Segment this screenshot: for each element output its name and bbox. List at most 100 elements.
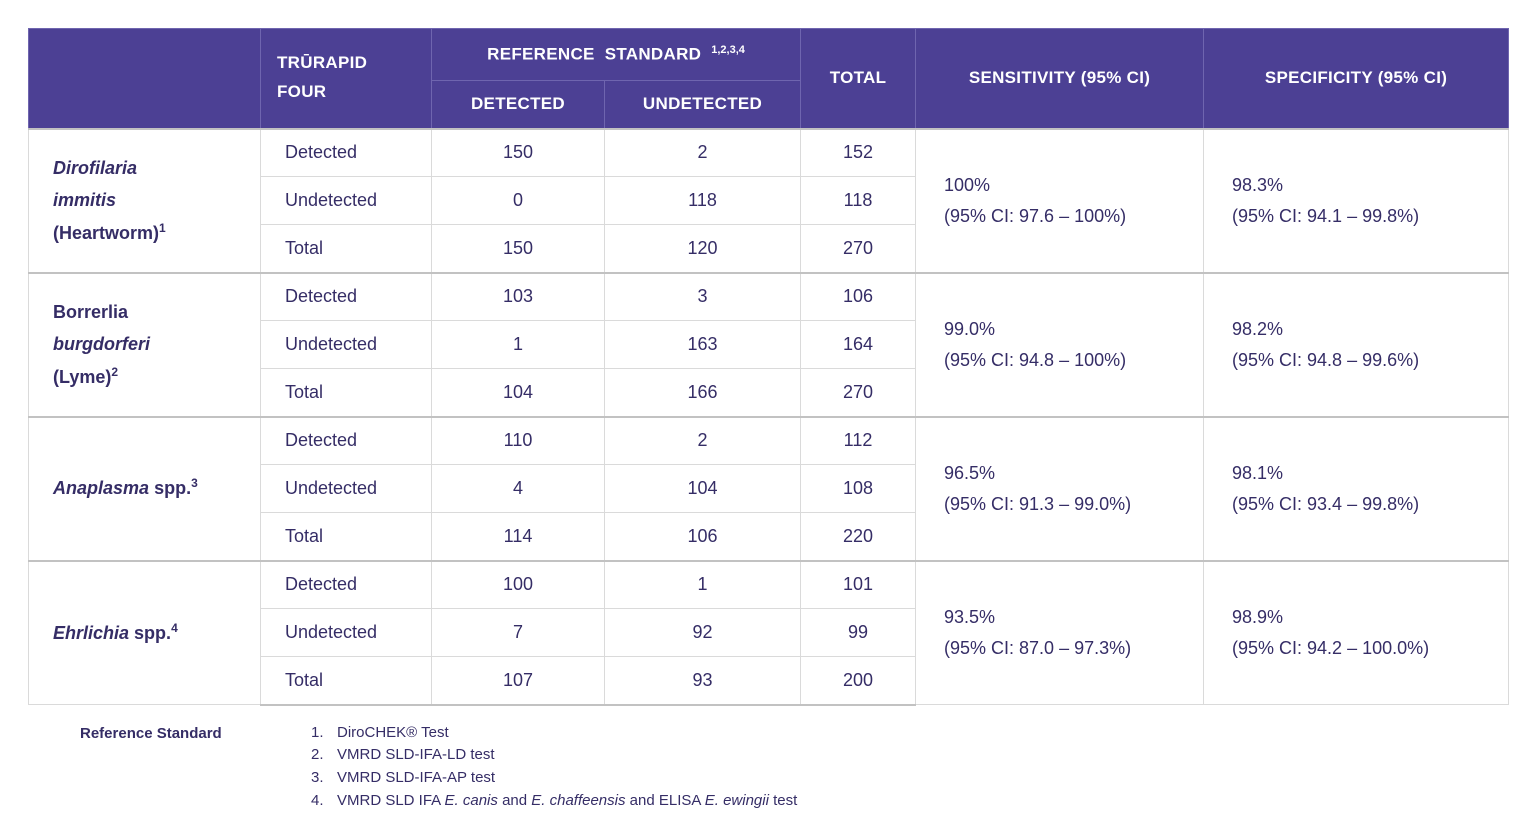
sensitivity-value: 96.5% xyxy=(944,462,996,483)
count-total: 112 xyxy=(800,415,917,465)
pathogen-name-anaplasma: Anaplasma spp.3 xyxy=(28,415,261,561)
specificity-cell: 98.3% (95% CI: 94.1 – 99.8%) xyxy=(1203,127,1510,273)
reference-standard-label: REFERENCE STANDARD xyxy=(487,44,702,64)
specificity-ci: (95% CI: 94.8 – 99.6%) xyxy=(1232,349,1420,370)
pathogen-footnote-ref: 1 xyxy=(159,220,166,235)
footnote-number: 1. xyxy=(311,723,324,741)
reference-standard-superscript: 1,2,3,4 xyxy=(711,44,745,57)
specificity-value: 98.3% xyxy=(1232,174,1284,195)
row-label: Total xyxy=(260,368,432,417)
pathogen-common-name: (Lyme)2 xyxy=(53,361,260,393)
sensitivity-ci: (95% CI: 94.8 – 100%) xyxy=(944,349,1127,370)
footnote-4: 4. VMRD SLD IFA E. canis and E. chaffeen… xyxy=(311,792,797,811)
pathogen-genus: Borrerlia xyxy=(53,301,129,322)
specificity-cell: 98.9% (95% CI: 94.2 – 100.0%) xyxy=(1203,559,1510,705)
count-undetected: 120 xyxy=(603,224,802,273)
sensitivity-cell: 93.5% (95% CI: 87.0 – 97.3%) xyxy=(915,559,1205,705)
sensitivity-value: 93.5% xyxy=(944,607,996,628)
count-detected: 150 xyxy=(431,127,605,177)
count-undetected: 118 xyxy=(603,176,802,225)
pathogen-species: burgdorferi xyxy=(53,334,150,355)
row-label: Total xyxy=(260,224,432,273)
count-detected: 114 xyxy=(431,512,605,561)
count-undetected: 3 xyxy=(603,271,802,321)
specificity-cell: 98.1% (95% CI: 93.4 – 99.8%) xyxy=(1203,415,1510,561)
table-row: Total 107 93 200 xyxy=(29,656,1509,706)
count-total: 164 xyxy=(800,320,917,369)
header-specificity: SPECIFICITY (95% CI) xyxy=(1203,28,1510,129)
row-label: Detected xyxy=(260,559,432,609)
header-empty-cell xyxy=(28,28,261,129)
count-detected: 150 xyxy=(431,224,605,273)
specificity-ci: (95% CI: 94.2 – 100.0%) xyxy=(1232,637,1430,658)
pathogen-genus: Anaplasma xyxy=(53,478,150,499)
footnote-text: VMRD SLD IFA E. canis and E. chaffeensis… xyxy=(337,792,797,811)
header-trurapid-four: TRŪRAPID FOUR xyxy=(260,28,432,129)
sensitivity-ci: (95% CI: 97.6 – 100%) xyxy=(944,205,1127,226)
count-detected: 107 xyxy=(431,656,605,706)
row-label: Detected xyxy=(260,127,432,177)
count-total: 152 xyxy=(800,127,917,177)
sensitivity-value: 100% xyxy=(944,174,991,195)
count-detected: 100 xyxy=(431,559,605,609)
header-detected: DETECTED xyxy=(431,80,605,129)
trurapid-line2: FOUR xyxy=(277,82,327,102)
count-undetected: 2 xyxy=(603,127,802,177)
count-undetected: 1 xyxy=(603,559,802,609)
footnote-number: 4. xyxy=(311,791,324,809)
sensitivity-ci: (95% CI: 91.3 – 99.0%) xyxy=(944,493,1132,514)
count-undetected: 93 xyxy=(603,656,802,706)
row-label: Undetected xyxy=(260,464,432,513)
table-row: Undetected 1 163 164 xyxy=(29,320,1509,369)
table-row: Total 104 166 270 xyxy=(29,368,1509,417)
row-label: Detected xyxy=(260,415,432,465)
pathogen-common-name: (Heartworm)1 xyxy=(53,217,260,249)
header-reference-standard: REFERENCE STANDARD 1,2,3,4 xyxy=(430,28,802,81)
count-detected: 110 xyxy=(431,415,605,465)
specificity-value: 98.2% xyxy=(1232,318,1284,339)
row-label: Total xyxy=(260,512,432,561)
footnote-text: VMRD SLD-IFA-AP test xyxy=(337,769,496,786)
row-label: Detected xyxy=(260,271,432,321)
pathogen-suffix: spp. xyxy=(154,478,192,499)
specificity-ci: (95% CI: 94.1 – 99.8%) xyxy=(1232,205,1420,226)
count-detected: 7 xyxy=(431,608,605,657)
pathogen-suffix: spp. xyxy=(134,622,172,643)
sensitivity-value: 99.0% xyxy=(944,318,996,339)
pathogen-common-name-text: (Heartworm) xyxy=(53,222,160,243)
row-label: Undetected xyxy=(260,320,432,369)
header-undetected: UNDETECTED xyxy=(603,80,802,129)
pathogen-common-name-text: (Lyme) xyxy=(53,366,112,387)
footnote-text-part: test xyxy=(773,791,798,809)
specificity-value: 98.1% xyxy=(1232,462,1284,483)
footnote-text-part: VMRD SLD IFA xyxy=(337,791,441,809)
count-total: 200 xyxy=(800,656,917,706)
table-header: TRŪRAPID FOUR REFERENCE STANDARD 1,2,3,4… xyxy=(28,28,1510,129)
pathogen-genus: Ehrlichia xyxy=(53,622,130,643)
sensitivity-cell: 99.0% (95% CI: 94.8 – 100%) xyxy=(915,271,1205,417)
table-row: Ehrlichia spp.4 Detected 100 1 101 93.5%… xyxy=(28,559,1510,705)
count-detected: 4 xyxy=(431,464,605,513)
footnotes: Reference Standard 1. DiroCHEK® Test 2. … xyxy=(80,724,1508,811)
footnote-text-part: and xyxy=(502,791,528,809)
pathogen-name-lyme: Borrerlia burgdorferi (Lyme)2 xyxy=(28,271,261,417)
count-total: 106 xyxy=(800,271,917,321)
pathogen-genus: Dirofilaria xyxy=(53,157,138,178)
table-row: Undetected 4 104 108 xyxy=(29,464,1509,513)
pathogen-footnote-ref: 2 xyxy=(111,364,119,379)
page: TRŪRAPID FOUR REFERENCE STANDARD 1,2,3,4… xyxy=(28,28,1510,811)
pathogen-footnote-ref: 4 xyxy=(171,620,178,635)
count-total: 99 xyxy=(800,608,917,657)
footnote-species: E. ewingii xyxy=(704,791,769,809)
count-total: 118 xyxy=(800,176,917,225)
row-label: Undetected xyxy=(260,608,432,657)
footnotes-list: 1. DiroCHEK® Test 2. VMRD SLD-IFA-LD tes… xyxy=(311,724,797,811)
specificity-ci: (95% CI: 93.4 – 99.8%) xyxy=(1232,493,1420,514)
footnote-1: 1. DiroCHEK® Test xyxy=(311,724,797,743)
table-row: Total 150 120 270 xyxy=(29,224,1509,273)
count-undetected: 92 xyxy=(603,608,802,657)
count-undetected: 106 xyxy=(603,512,802,561)
pathogen-name-heartworm: Dirofilaria immitis (Heartworm)1 xyxy=(28,127,261,273)
count-total: 220 xyxy=(800,512,917,561)
footnote-text-part: and ELISA xyxy=(629,791,701,809)
